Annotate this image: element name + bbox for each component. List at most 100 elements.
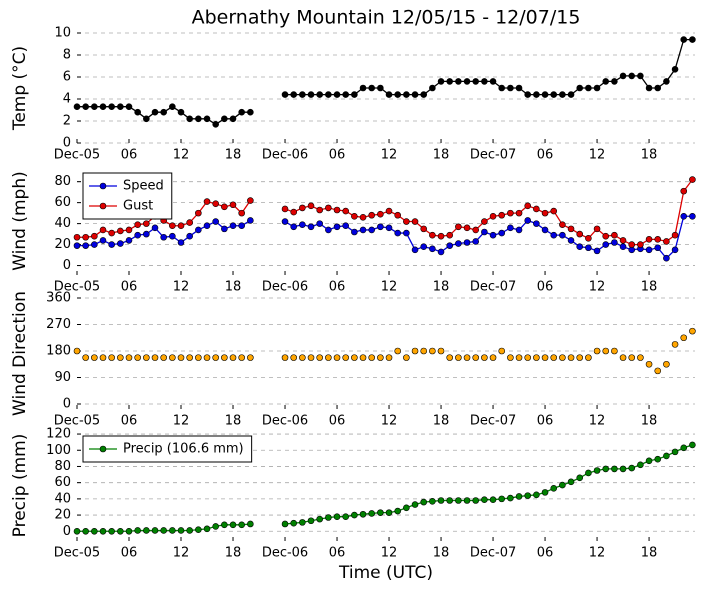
data-point [117,527,124,535]
data-point [645,84,653,92]
data-point [541,91,549,98]
y-tick-label: 360 [46,291,71,306]
data-point [359,354,367,361]
data-point [238,222,245,230]
data-point [247,197,254,204]
data-point [489,231,497,239]
data-point [437,78,445,85]
data-point [316,515,323,523]
data-point [333,223,341,231]
data-point [455,354,462,361]
data-point [108,241,115,248]
data-point [351,91,358,98]
x-tick-label: 12 [173,280,190,295]
data-point [169,527,176,534]
data-point [524,217,532,224]
x-tick-label: Dec-05 [54,280,100,295]
data-point [429,497,436,505]
data-point [437,248,445,256]
x-tick-label: 06 [537,546,554,561]
data-point [108,229,115,237]
data-point [437,497,445,504]
data-point [73,233,81,241]
data-point [307,202,315,210]
data-point [611,239,618,246]
data-point [619,465,627,473]
data-point [151,108,159,116]
data-point [576,474,584,482]
data-point [489,496,497,503]
data-point [177,354,185,361]
data-point [143,230,150,238]
data-point [299,221,306,228]
data-point [455,78,462,85]
data-point [299,204,306,212]
data-point [134,108,141,116]
legend-label: Speed [123,179,164,194]
data-point [325,91,332,98]
data-point [498,347,506,355]
data-point [524,354,532,361]
y-tick-label: 100 [46,443,71,458]
data-point [186,232,193,240]
data-point [689,36,696,43]
data-point [411,91,419,98]
data-point [541,489,549,496]
data-point [325,514,332,521]
data-point [645,246,653,254]
y-tick-label: 20 [54,508,71,523]
data-point [342,513,349,520]
data-point [654,244,662,252]
data-point [602,465,610,473]
x-tick-label: 06 [537,280,554,295]
data-point [281,520,289,528]
data-point [325,204,332,212]
data-point [420,243,428,250]
data-point [420,347,428,355]
data-point [99,226,107,234]
data-point [403,354,410,361]
data-point [559,354,566,361]
data-point [455,223,462,231]
data-point [663,78,670,85]
data-point [229,201,237,209]
data-point [463,497,471,504]
x-tick-label: 18 [225,280,242,295]
data-point [290,91,297,98]
data-point [671,231,679,239]
data-point [446,354,454,361]
data-point [463,78,471,85]
data-point [498,495,506,503]
data-point [585,244,592,252]
data-point [307,354,315,361]
x-tick-label: 18 [641,546,658,561]
data-point [229,521,237,529]
data-point [203,354,211,361]
data-point [325,354,332,361]
data-point [143,115,150,123]
data-point [585,354,592,361]
data-point [281,354,289,361]
data-point [637,72,644,80]
data-point [342,91,349,98]
data-point [472,78,480,85]
data-point [654,236,662,243]
data-point [91,241,98,248]
data-point [637,354,644,361]
data-point [385,91,393,98]
data-point [82,354,89,361]
data-point [611,231,618,239]
data-point [567,478,575,486]
data-point [221,115,228,123]
y-tick-label: 60 [54,475,71,490]
x-tick-label: Dec-06 [262,148,308,163]
data-point [446,242,454,249]
data-point [99,354,107,361]
x-tick-label: 06 [537,148,554,163]
data-point [281,218,289,225]
data-point [99,103,107,110]
data-point [671,66,679,73]
data-point [221,354,228,361]
data-point [663,360,670,368]
data-point [463,224,471,232]
